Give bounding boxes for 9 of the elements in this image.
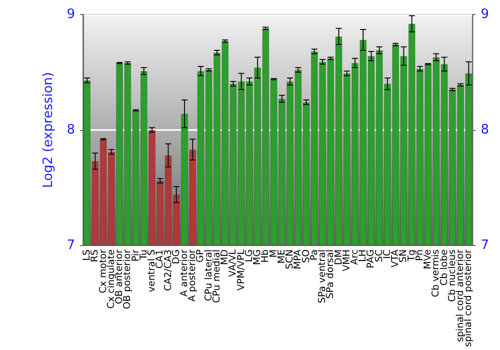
y-tick-label: 8 (66, 122, 75, 138)
x-tick-label: Tg (406, 249, 418, 262)
y2-tick-label: 7 (480, 238, 490, 253)
y-axis-title: Log2 (expression) (41, 72, 56, 188)
x-tick-label: A posterior (187, 249, 198, 302)
y-tick-label: 7 (66, 238, 75, 253)
y2-tick-label: 9 (480, 7, 490, 22)
y2-tick-label: 8 (480, 122, 490, 138)
y-tick-label: 9 (66, 7, 75, 22)
